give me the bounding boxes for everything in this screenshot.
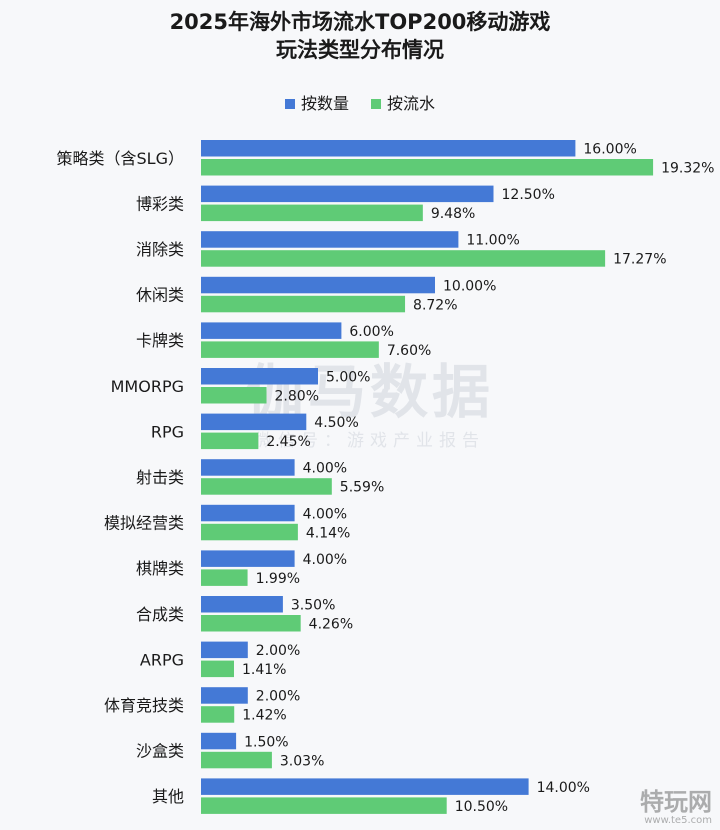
value-label-count: 16.00% [583,142,636,158]
legend-swatch-count [284,99,295,109]
bar-count [201,459,295,476]
bar-count [201,778,529,795]
value-label-count: 4.00% [303,461,347,477]
bar-count [201,322,342,339]
value-label-revenue: 1.99% [256,571,300,587]
value-label-revenue: 2.80% [275,389,319,405]
bar-revenue [201,751,272,769]
legend-swatch-revenue [371,99,381,109]
bar-count [201,413,307,431]
bar-revenue [201,250,606,267]
value-label-revenue: 8.72% [413,297,457,313]
category-label: 体育竞技类 [104,696,184,715]
value-label-count: 2.00% [256,689,300,705]
legend-label-revenue: 按流水 [387,94,436,113]
value-label-count: 2.00% [256,643,300,659]
bar-revenue [201,660,234,678]
value-label-count: 14.00% [537,780,590,796]
bar-revenue [201,478,332,495]
bar-revenue [201,159,654,176]
bar-count [201,231,459,248]
bar-revenue [201,797,447,814]
bar-count [201,140,576,157]
bar-revenue [201,204,423,222]
category-label: 消除类 [136,240,184,259]
category-label: 其他 [152,787,184,806]
value-label-revenue: 7.60% [387,343,431,359]
value-label-revenue: 2.45% [266,434,310,450]
bar-count [201,276,435,294]
category-label: 博彩类 [136,194,184,213]
bar-count [201,504,295,522]
bar-count [201,641,248,659]
category-label: 射击类 [136,468,184,487]
value-label-count: 4.00% [303,552,347,568]
value-label-revenue: 3.03% [280,753,324,769]
corner-logo: 特玩网 www.te5.com [640,789,712,826]
category-label: 卡牌类 [136,331,184,350]
value-label-revenue: 1.42% [242,708,286,724]
value-label-revenue: 10.50% [455,799,508,815]
bar-revenue [201,569,248,586]
bar-count [201,185,494,203]
value-label-count: 3.50% [291,598,335,614]
bar-revenue [201,432,259,450]
value-label-revenue: 19.32% [661,161,714,177]
chart-title-line1: 2025年海外市场流水TOP200移动游戏 [169,10,551,34]
value-label-revenue: 1.41% [242,662,286,678]
bar-revenue [201,615,301,632]
bar-count [201,368,318,385]
value-label-count: 6.00% [349,324,393,340]
value-label-revenue: 4.26% [309,617,353,633]
value-label-count: 11.00% [466,233,519,249]
category-label: RPG [151,422,184,441]
category-label: 棋牌类 [136,559,184,578]
bar-count [201,732,237,750]
bar-revenue [201,523,298,541]
category-label: 模拟经营类 [104,514,184,533]
category-label: 策略类（含SLG） [57,149,184,168]
bar-count [201,687,248,704]
value-label-count: 10.00% [443,278,496,294]
value-label-revenue: 9.48% [431,206,475,222]
bar-revenue [201,387,267,404]
chart-title-line2: 玩法类型分布情况 [276,38,444,62]
value-label-count: 4.50% [314,415,358,431]
legend: 按数量 按流水 [0,94,720,114]
bar-revenue [201,295,406,313]
value-label-revenue: 5.59% [340,480,384,496]
corner-logo-main: 特玩网 [640,788,712,816]
corner-logo-sub: www.te5.com [644,815,712,826]
value-label-count: 4.00% [303,506,347,522]
chart-title: 2025年海外市场流水TOP200移动游戏 玩法类型分布情况 [0,8,720,64]
category-label: MMORPG [111,377,184,396]
legend-label-count: 按数量 [300,94,349,113]
legend-item-revenue: 按流水 [371,94,435,114]
value-label-count: 12.50% [502,187,555,203]
bar-count [201,550,295,567]
category-label: 沙盒类 [136,742,184,761]
bar-count [201,596,283,613]
category-label: 休闲类 [136,286,184,305]
category-label: 合成类 [136,605,184,624]
bar-revenue [201,341,379,358]
category-label: ARPG [140,650,184,669]
value-label-revenue: 4.14% [306,525,350,541]
value-label-count: 1.50% [244,734,288,750]
bar-revenue [201,706,235,723]
value-label-revenue: 17.27% [613,252,666,268]
value-label-count: 5.00% [326,370,370,386]
legend-item-count: 按数量 [284,94,349,114]
